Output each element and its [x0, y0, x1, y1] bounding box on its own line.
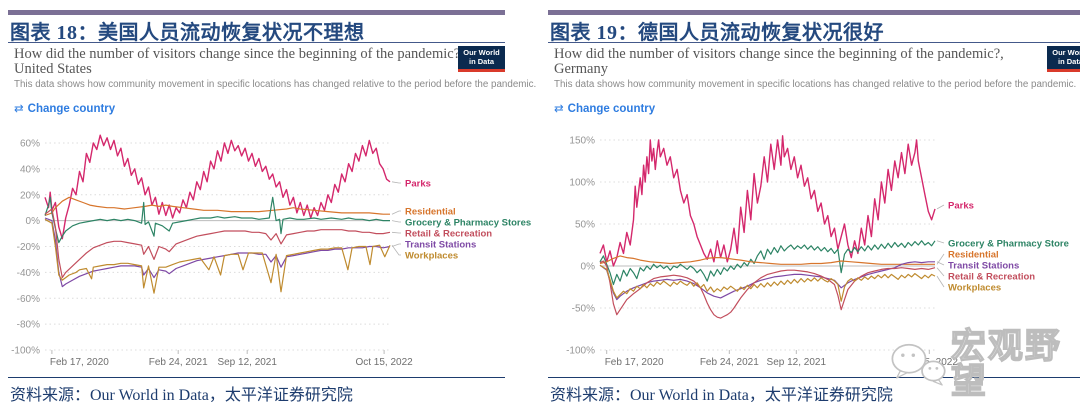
swap-arrows-icon: ⇄ — [554, 103, 564, 115]
change-country-link[interactable]: ⇄ Change country — [554, 101, 655, 115]
owid-logo-line2: in Data — [1057, 56, 1080, 66]
owid-logo-line2: in Data — [468, 56, 494, 66]
source-note-germany: 资料来源：Our World in Data，太平洋证券研究院 — [550, 387, 893, 404]
title-divider — [8, 42, 505, 43]
svg-text:Retail & Recreation: Retail & Recreation — [948, 272, 1035, 283]
svg-text:Oct 15, 2022: Oct 15, 2022 — [355, 357, 413, 368]
svg-text:0%: 0% — [26, 216, 41, 227]
svg-text:-60%: -60% — [17, 294, 40, 305]
svg-text:Feb 24, 2021: Feb 24, 2021 — [700, 357, 759, 368]
svg-text:Workplaces: Workplaces — [405, 251, 458, 262]
svg-text:Feb 17, 2020: Feb 17, 2020 — [50, 357, 109, 368]
svg-text:Workplaces: Workplaces — [948, 283, 1001, 294]
svg-text:-100%: -100% — [11, 346, 40, 357]
svg-text:Transit Stations: Transit Stations — [405, 240, 476, 251]
panel-title-germany: 图表 19：德国人员流动恢复状况很好 — [550, 22, 884, 44]
panel-top-bar — [548, 10, 1080, 15]
svg-text:Residential: Residential — [405, 207, 456, 218]
svg-text:Sep 12, 2021: Sep 12, 2021 — [767, 357, 827, 368]
change-country-label: Change country — [27, 103, 116, 115]
svg-text:50%: 50% — [575, 220, 595, 231]
owid-logo-line1: Our World — [463, 48, 500, 57]
svg-text:Retail & Recreation: Retail & Recreation — [405, 229, 492, 240]
svg-text:0%: 0% — [581, 262, 596, 273]
panel-germany: 图表 19：德国人员流动恢复状况很好 How did the number of… — [548, 0, 1080, 409]
owid-chart-subtitle-germany: This data shows how community movement i… — [554, 79, 1077, 90]
owid-logo: Our World in Data — [458, 46, 505, 72]
owid-chart-title-us: How did the number of visitors change si… — [14, 46, 464, 77]
watermark: 宏观野望 — [888, 327, 1080, 401]
footer-divider — [548, 377, 1080, 378]
svg-text:-20%: -20% — [17, 242, 40, 253]
change-country-label: Change country — [567, 103, 656, 115]
svg-text:60%: 60% — [20, 139, 40, 150]
germany-mobility-chart: 150% 100% 50% 0% -50% -100% Feb 17, 2020 Feb 24… — [566, 135, 1069, 368]
svg-text:-100%: -100% — [566, 346, 595, 357]
watermark-text: 宏观野望 — [950, 327, 1062, 401]
svg-text:Transit Stations: Transit Stations — [948, 261, 1019, 272]
svg-text:Sep 12, 2021: Sep 12, 2021 — [217, 357, 277, 368]
title-divider — [548, 42, 1080, 43]
panel-top-bar — [8, 10, 505, 15]
svg-text:-80%: -80% — [17, 320, 40, 331]
change-country-link[interactable]: ⇄ Change country — [14, 101, 115, 115]
owid-chart-title-germany: How did the number of visitors change si… — [554, 46, 1004, 77]
svg-text:Feb 17, 2020: Feb 17, 2020 — [605, 357, 664, 368]
wechat-logo-icon — [891, 343, 946, 386]
svg-text:Residential: Residential — [948, 250, 999, 261]
svg-text:Parks: Parks — [405, 179, 431, 190]
owid-logo-line1: Our World — [1052, 48, 1080, 57]
svg-text:20%: 20% — [20, 190, 40, 201]
panel-title-us: 图表 18：美国人员流动恢复状况不理想 — [10, 22, 365, 44]
owid-logo: Our World in Data — [1047, 46, 1080, 72]
svg-text:40%: 40% — [20, 164, 40, 175]
swap-arrows-icon: ⇄ — [14, 103, 24, 115]
footer-divider — [8, 377, 505, 378]
svg-text:100%: 100% — [569, 178, 595, 189]
svg-text:Feb 24, 2021: Feb 24, 2021 — [149, 357, 208, 368]
svg-text:Grocery & Pharmacy Store: Grocery & Pharmacy Store — [948, 239, 1069, 250]
svg-text:-40%: -40% — [17, 268, 40, 279]
svg-text:150%: 150% — [569, 136, 595, 147]
svg-text:Grocery & Pharmacy Stores: Grocery & Pharmacy Stores — [405, 218, 531, 229]
svg-text:-50%: -50% — [572, 304, 595, 315]
source-note-us: 资料来源：Our World in Data，太平洋证券研究院 — [10, 387, 353, 404]
owid-chart-subtitle-us: This data shows how community movement i… — [14, 79, 537, 90]
panel-us: 图表 18：美国人员流动恢复状况不理想 How did the number o… — [8, 0, 536, 409]
us-mobility-chart: 60% 40% 20% 0% -20% -40% -60% -80% -100% Feb 17, … — [11, 134, 531, 368]
svg-text:Parks: Parks — [948, 201, 974, 212]
